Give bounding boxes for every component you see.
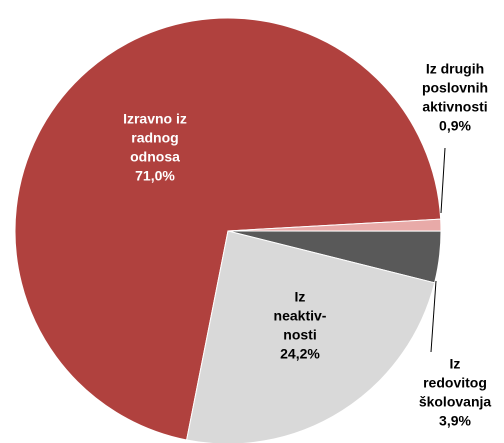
leader-line — [440, 147, 446, 214]
slice-label: Iz drugih — [426, 61, 484, 77]
pie-slice — [186, 230, 436, 443]
slice-label: radnog — [131, 130, 178, 146]
slice-label: Iz — [450, 356, 461, 372]
slice-label: Iz — [295, 289, 306, 305]
slice-label: Izravno iz — [123, 111, 187, 127]
slice-label: školovanja — [419, 394, 492, 410]
slice-label: redovitog — [423, 375, 487, 391]
slice-label: nosti — [283, 327, 316, 343]
leader-line — [430, 280, 437, 353]
slice-label: neaktiv- — [274, 308, 327, 324]
value-label: 24,2% — [280, 346, 320, 362]
value-label: 71,0% — [135, 168, 175, 184]
slice-label: odnosa — [130, 149, 180, 165]
value-label: 3,9% — [439, 413, 471, 429]
slice-label: poslovnih — [422, 80, 488, 96]
slice-label: aktivnosti — [422, 99, 487, 115]
pie-slice — [14, 17, 442, 441]
value-label: 0,9% — [439, 118, 471, 134]
